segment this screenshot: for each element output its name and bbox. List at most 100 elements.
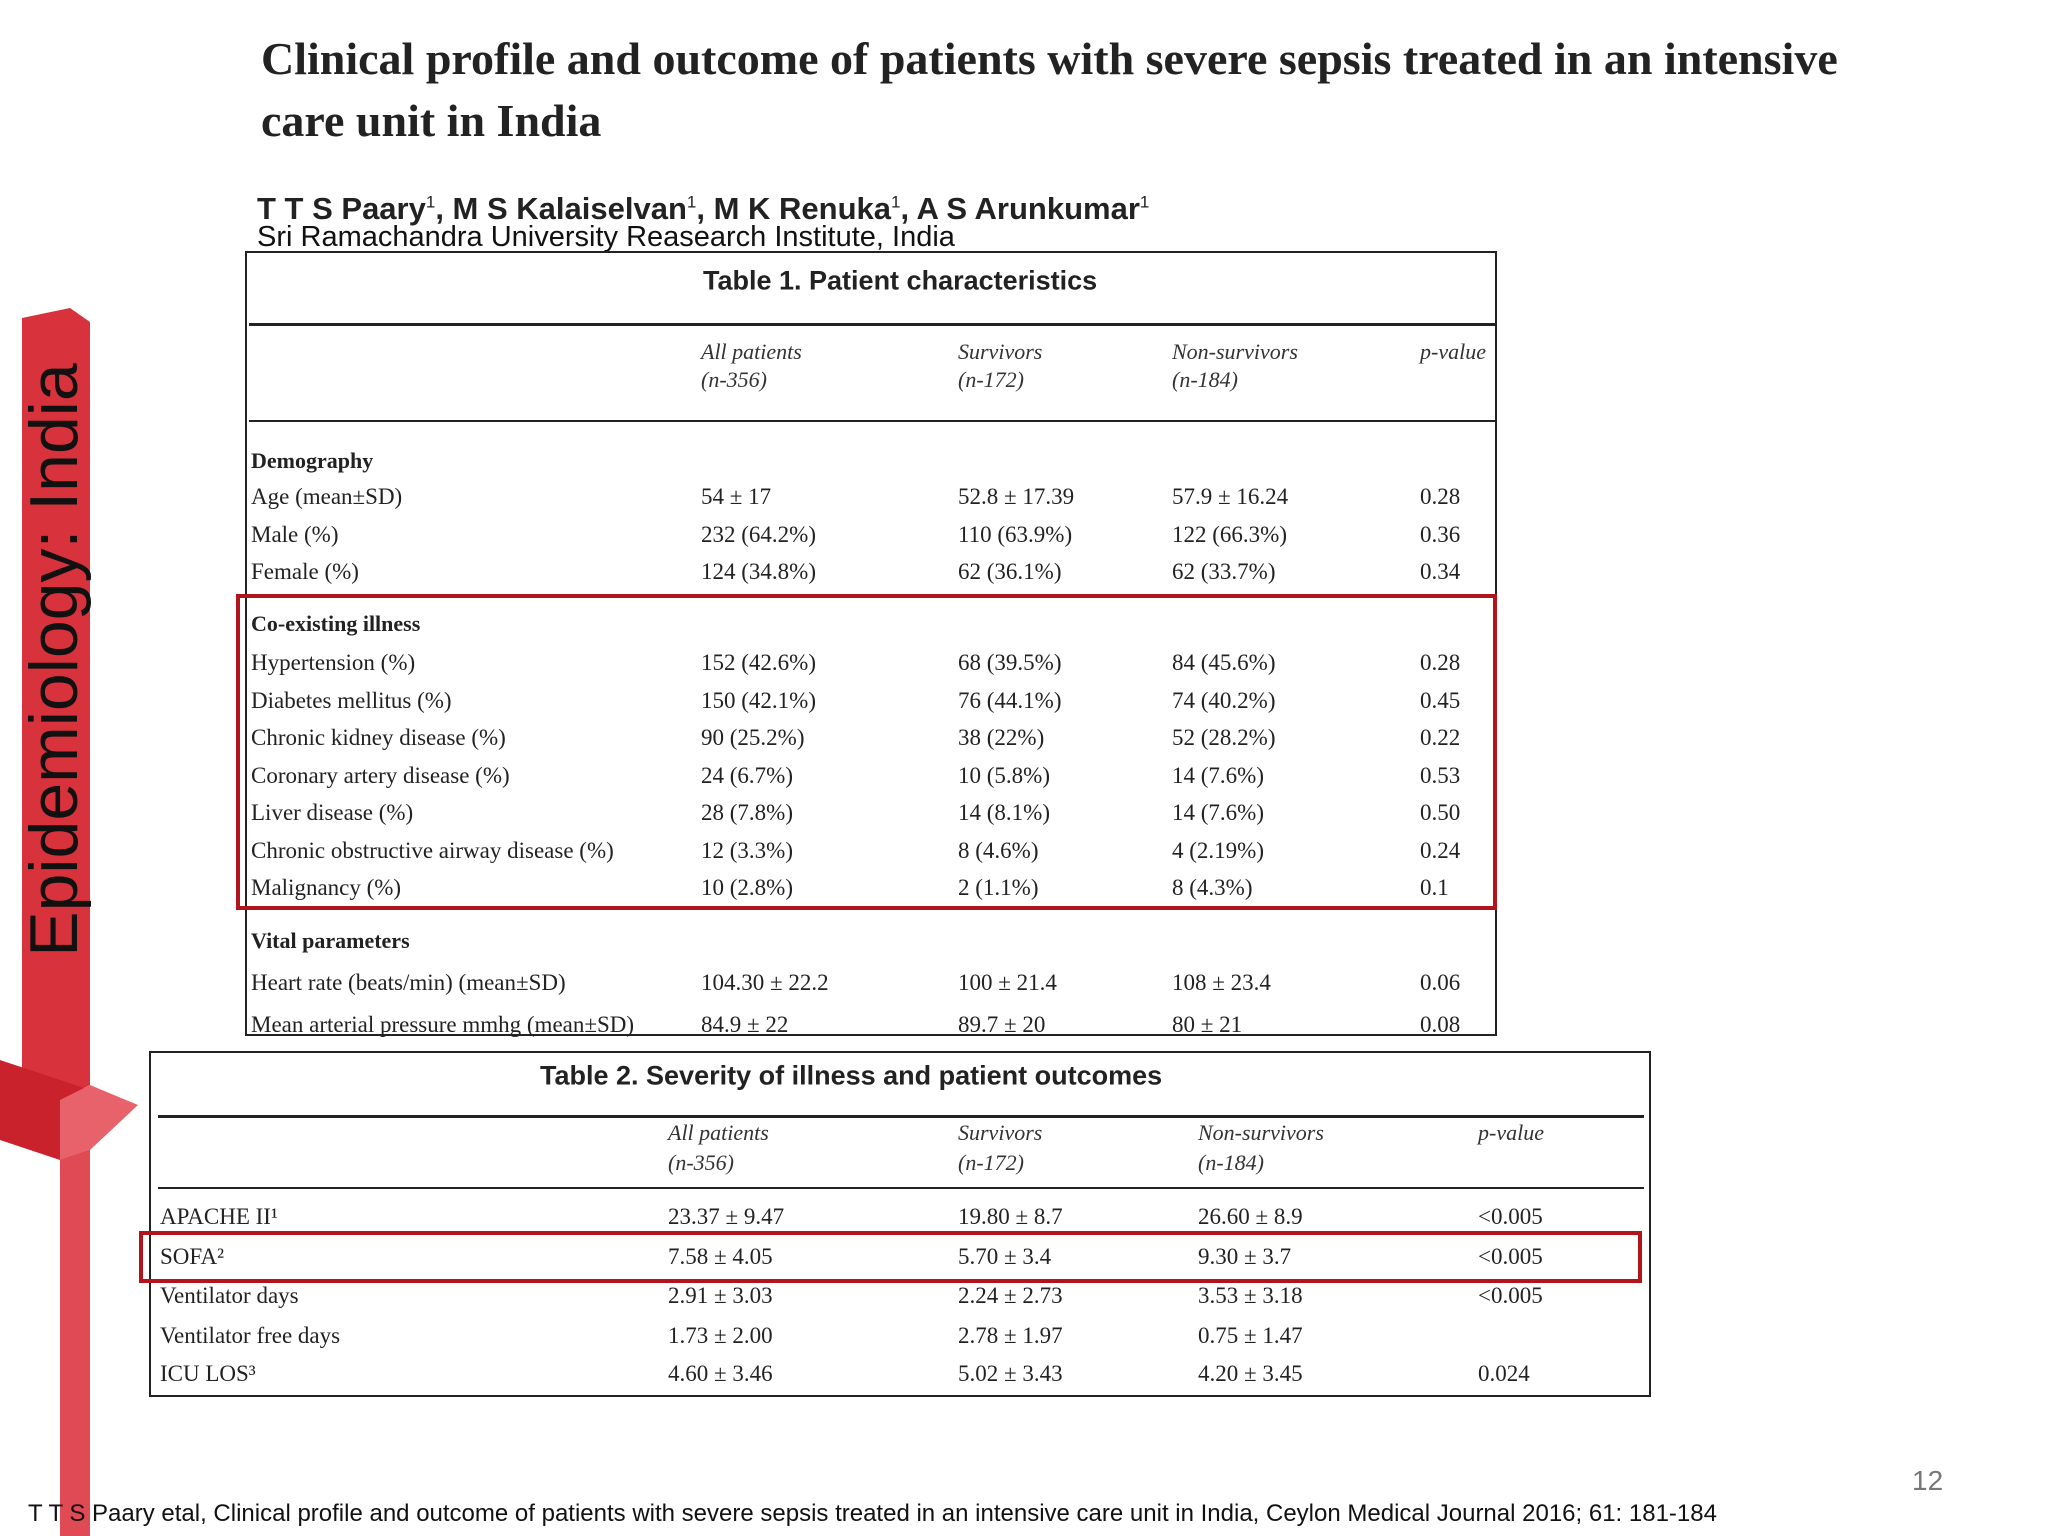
section-heading: Vital parameters — [251, 928, 410, 953]
table-cell: 1.73 ± 2.00 — [668, 1323, 773, 1348]
highlight — [139, 1231, 1642, 1283]
paper-title: Clinical profile and outcome of patients… — [261, 33, 1838, 146]
column-header: Non-survivors — [1198, 1120, 1324, 1145]
rule — [158, 1115, 1644, 1118]
author-name: T T S Paary — [257, 191, 426, 226]
table-cell: Ventilator free days — [160, 1323, 341, 1348]
table-cell: 100 ± 21.4 — [958, 970, 1057, 995]
column-header: p-value — [1478, 1120, 1544, 1145]
table-cell: 12 (3.3%) — [701, 838, 793, 863]
column-header: (n-184) — [1172, 367, 1238, 392]
page-number: 12 — [1912, 1465, 1944, 1496]
table-cell: 54 ± 17 — [701, 484, 772, 509]
table-cell: 150 (42.1%) — [701, 688, 816, 713]
column-header: (n-184) — [1198, 1150, 1264, 1175]
table-cell: 10 (5.8%) — [958, 763, 1050, 788]
section-heading: Demography — [251, 448, 374, 473]
authors: T T S Paary1, M S Kalaiselvan1, M K Renu… — [257, 191, 1149, 227]
table-cell: 0.36 — [1420, 522, 1461, 547]
author-name: , A S Arunkumar — [900, 191, 1140, 226]
author-affiliation-mark: 1 — [425, 192, 436, 212]
table-cell: 10 (2.8%) — [701, 875, 793, 900]
table-cell: 5.02 ± 3.43 — [958, 1361, 1063, 1386]
table-cell: 0.28 — [1420, 650, 1461, 675]
table-cell: 0.1 — [1420, 875, 1449, 900]
table-cell: 38 (22%) — [958, 725, 1045, 750]
column-header: Survivors — [958, 339, 1043, 364]
table-cell: 14 (8.1%) — [958, 800, 1050, 825]
ribbon — [0, 308, 138, 1536]
table-cell: Coronary artery disease (%) — [251, 763, 510, 788]
rule — [249, 323, 1495, 326]
table-cell: 84.9 ± 22 — [701, 1012, 789, 1037]
table-cell: 104.30 ± 22.2 — [701, 970, 829, 995]
table-cell: 24 (6.7%) — [701, 763, 793, 788]
table-cell: 124 (34.8%) — [701, 559, 816, 584]
section-heading: Co-existing illness — [251, 611, 421, 636]
table-cell: <0.005 — [1478, 1204, 1543, 1229]
table-cell: 8 (4.3%) — [1172, 875, 1253, 900]
rule — [158, 1187, 1644, 1189]
table-cell: 4.60 ± 3.46 — [668, 1361, 773, 1386]
column-header: (n-356) — [668, 1150, 734, 1175]
column-header: All patients — [668, 1120, 769, 1145]
table-cell: 2.78 ± 1.97 — [958, 1323, 1063, 1348]
table-cell: Female (%) — [251, 559, 359, 584]
table-cell: 0.75 ± 1.47 — [1198, 1323, 1303, 1348]
table-cell: 8 (4.6%) — [958, 838, 1039, 863]
table-cell: 26.60 ± 8.9 — [1198, 1204, 1303, 1229]
table-cell: 57.9 ± 16.24 — [1172, 484, 1289, 509]
table-cell: 0.024 — [1478, 1361, 1530, 1386]
table-cell: Liver disease (%) — [251, 800, 414, 825]
table-cell: 14 (7.6%) — [1172, 763, 1264, 788]
table-cell: SOFA² — [160, 1244, 224, 1269]
table-cell: 74 (40.2%) — [1172, 688, 1276, 713]
table-cell: 110 (63.9%) — [958, 522, 1073, 547]
table-cell: 84 (45.6%) — [1172, 650, 1276, 675]
table-cell: APACHE II¹ — [160, 1204, 278, 1229]
column-header: Non-survivors — [1172, 339, 1298, 364]
table-cell: 7.58 ± 4.05 — [668, 1244, 773, 1269]
table-cell: 0.34 — [1420, 559, 1461, 584]
table-cell: 0.50 — [1420, 800, 1461, 825]
rule — [249, 420, 1495, 422]
table-cell: 76 (44.1%) — [958, 688, 1062, 713]
table-cell: 4 (2.19%) — [1172, 838, 1264, 863]
side-label: Epidemiology: India — [16, 363, 92, 957]
column-header: (n-172) — [958, 1150, 1024, 1175]
table-cell: 2.91 ± 3.03 — [668, 1283, 773, 1308]
table-caption: Table 1. Patient characteristics — [703, 265, 1098, 296]
table-cell: 62 (36.1%) — [958, 559, 1062, 584]
table-cell: 89.7 ± 20 — [958, 1012, 1046, 1037]
table-cell: 90 (25.2%) — [701, 725, 805, 750]
citation: T T S Paary etal, Clinical profile and o… — [28, 1500, 1717, 1527]
table-cell: 9.30 ± 3.7 — [1198, 1244, 1292, 1269]
column-header: Survivors — [958, 1120, 1043, 1145]
table-cell: 3.53 ± 3.18 — [1198, 1283, 1303, 1308]
table-cell: Mean arterial pressure mmhg (mean±SD) — [251, 1012, 635, 1037]
table-caption: Table 2. Severity of illness and patient… — [540, 1060, 1163, 1091]
table-cell: 62 (33.7%) — [1172, 559, 1276, 584]
table-cell: 2 (1.1%) — [958, 875, 1039, 900]
table-cell: Malignancy (%) — [251, 875, 402, 900]
table-cell: ICU LOS³ — [160, 1361, 256, 1386]
table-cell: 0.53 — [1420, 763, 1461, 788]
table-cell: 28 (7.8%) — [701, 800, 793, 825]
author-affiliation-mark: 1 — [686, 192, 697, 212]
table-cell: Chronic kidney disease (%) — [251, 725, 506, 750]
table-cell: 14 (7.6%) — [1172, 800, 1264, 825]
table2-frame — [149, 1051, 1651, 1397]
table-cell: 2.24 ± 2.73 — [958, 1283, 1063, 1308]
table-cell: 0.22 — [1420, 725, 1461, 750]
column-header: All patients — [701, 339, 802, 364]
highlight — [236, 594, 1497, 910]
table-cell: <0.005 — [1478, 1244, 1543, 1269]
author-name: , M K Renuka — [696, 191, 892, 226]
author-affiliation-mark: 1 — [891, 192, 901, 212]
table-cell: 0.08 — [1420, 1012, 1461, 1037]
affiliation: Sri Ramachandra University Reasearch Ins… — [257, 221, 955, 253]
table-cell: Chronic obstructive airway disease (%) — [251, 838, 614, 863]
table-cell: Hypertension (%) — [251, 650, 416, 675]
table-cell: 19.80 ± 8.7 — [958, 1204, 1063, 1229]
table-cell: Diabetes mellitus (%) — [251, 688, 452, 713]
